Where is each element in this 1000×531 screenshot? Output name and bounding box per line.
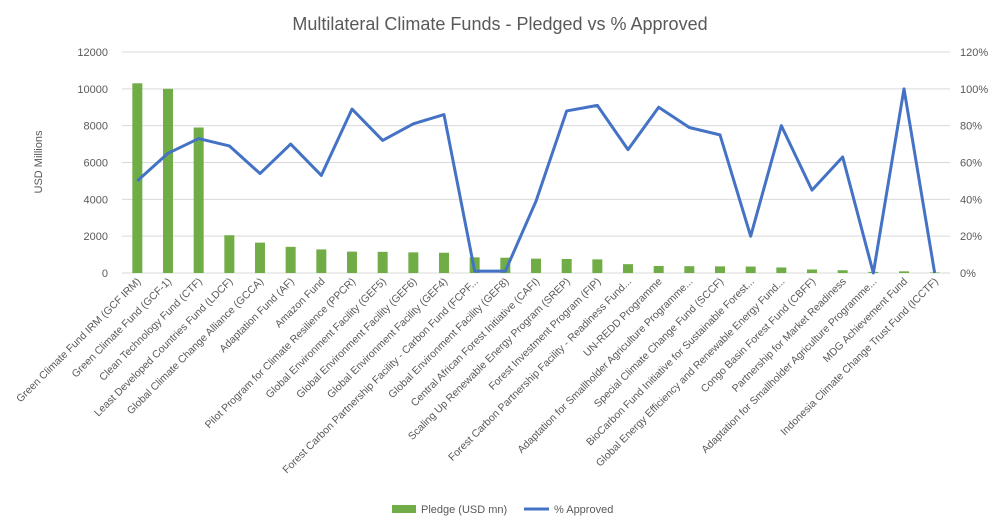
- bar: [531, 258, 541, 273]
- category-label: Forest Investment Program (FIP): [486, 276, 603, 393]
- y2-tick-label: 60%: [960, 158, 982, 170]
- bar: [653, 266, 664, 273]
- y-axis-ticks: 0 2000 4000 6000 8000 10000 12000: [77, 47, 108, 280]
- bar: [623, 264, 633, 273]
- bar: [837, 270, 848, 273]
- y-tick-label: 8000: [84, 121, 108, 133]
- y-axis-title: USD Millions: [33, 130, 45, 193]
- bar: [715, 266, 725, 273]
- category-labels: Green Climate Fund IRM (GCF IRM)Green Cl…: [14, 276, 941, 476]
- bar: [684, 266, 695, 273]
- bar: [561, 259, 572, 273]
- y2-axis-ticks: 0% 20% 40% 60% 80% 100% 120%: [960, 47, 988, 280]
- line-series: [136, 87, 937, 275]
- legend-label-pledge: Pledge (USD mn): [421, 504, 507, 516]
- y-tick-label: 12000: [77, 47, 108, 59]
- bar: [255, 242, 265, 273]
- bar: [347, 251, 357, 273]
- bar: [377, 251, 388, 273]
- y-tick-label: 6000: [84, 158, 108, 170]
- bar: [285, 246, 296, 273]
- bar: [592, 259, 603, 273]
- y-tick-label: 0: [102, 268, 108, 280]
- y-tick-label: 2000: [84, 231, 108, 243]
- bar: [224, 235, 235, 273]
- bar: [408, 252, 419, 273]
- y2-tick-label: 80%: [960, 121, 982, 133]
- bar: [316, 249, 327, 273]
- legend-label-approved: % Approved: [554, 504, 613, 516]
- bar: [899, 271, 909, 273]
- bar: [439, 252, 449, 273]
- legend: Pledge (USD mn) % Approved: [392, 504, 613, 516]
- y2-tick-label: 0%: [960, 268, 976, 280]
- bar: [807, 269, 817, 273]
- bar: [163, 88, 173, 273]
- bar: [193, 127, 204, 273]
- chart-title: Multilateral Climate Funds - Pledged vs …: [292, 14, 707, 34]
- bar: [745, 266, 756, 273]
- bar: [500, 257, 511, 273]
- y2-tick-label: 20%: [960, 231, 982, 243]
- y-tick-label: 10000: [77, 84, 108, 96]
- y2-tick-label: 120%: [960, 47, 988, 59]
- bar: [132, 83, 143, 273]
- y-tick-label: 4000: [84, 194, 108, 206]
- y2-tick-label: 40%: [960, 194, 982, 206]
- y2-tick-label: 100%: [960, 84, 988, 96]
- legend-swatch-pledge: [392, 505, 416, 513]
- bar-series: [132, 83, 940, 273]
- bar: [776, 267, 787, 273]
